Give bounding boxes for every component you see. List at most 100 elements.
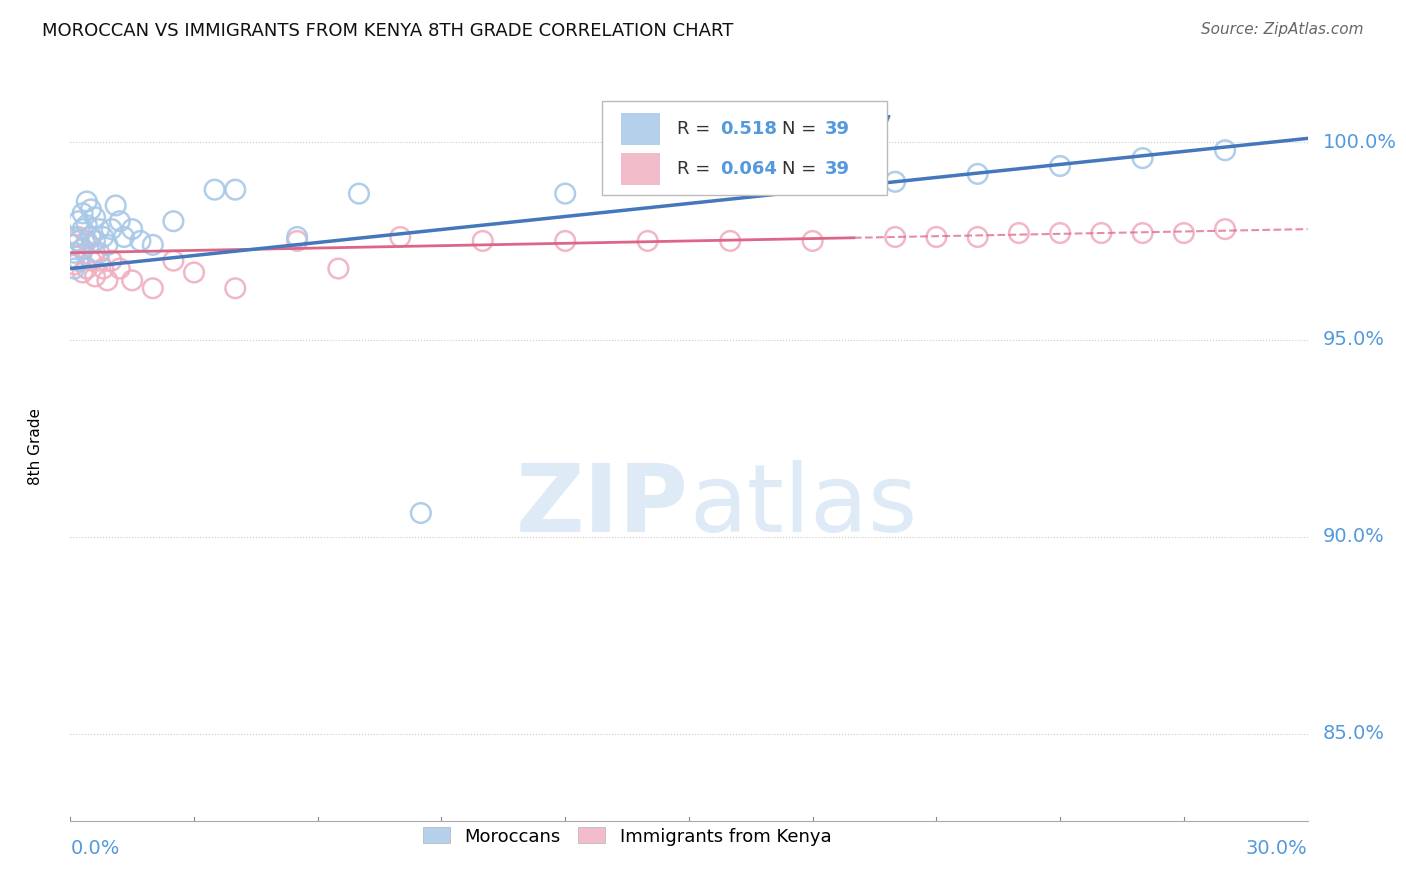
Point [108, 261, 131, 276]
Text: ZIP: ZIP [516, 460, 689, 552]
Text: 39: 39 [825, 160, 851, 178]
Text: 39: 39 [825, 120, 851, 138]
Point [72, 242, 94, 256]
Point [1173, 226, 1195, 240]
Point [1008, 226, 1031, 240]
Text: Source: ZipAtlas.com: Source: ZipAtlas.com [1201, 22, 1364, 37]
Point [347, 186, 370, 201]
Point [204, 183, 226, 197]
Point [162, 253, 184, 268]
Point [89, 245, 111, 260]
Point [884, 175, 907, 189]
Point [1049, 226, 1071, 240]
Point [112, 230, 135, 244]
Point [63, 245, 86, 260]
Point [72, 222, 94, 236]
Point [637, 234, 659, 248]
Point [718, 234, 741, 248]
Point [884, 230, 907, 244]
FancyBboxPatch shape [602, 102, 887, 195]
Legend: Moroccans, Immigrants from Kenya: Moroccans, Immigrants from Kenya [415, 820, 839, 853]
Point [1213, 222, 1236, 236]
Point [100, 222, 122, 236]
Point [554, 186, 576, 201]
Text: atlas: atlas [689, 460, 917, 552]
Text: N =: N = [782, 120, 821, 138]
Point [84, 234, 107, 248]
Text: 0.518: 0.518 [720, 120, 778, 138]
Point [1213, 143, 1236, 157]
Point [80, 253, 103, 268]
Point [80, 230, 103, 244]
Point [76, 234, 98, 248]
Bar [621, 113, 661, 145]
Point [76, 218, 98, 232]
Point [409, 506, 432, 520]
Point [121, 273, 143, 287]
Point [471, 234, 494, 248]
Point [67, 214, 90, 228]
Point [121, 222, 143, 236]
Point [84, 245, 107, 260]
Point [554, 234, 576, 248]
Point [1049, 159, 1071, 173]
Point [84, 211, 107, 225]
Text: 90.0%: 90.0% [1323, 527, 1384, 546]
Point [72, 265, 94, 279]
Point [63, 230, 86, 244]
Point [966, 167, 988, 181]
Point [63, 238, 86, 252]
Point [104, 198, 127, 212]
Text: R =: R = [676, 120, 716, 138]
Point [389, 230, 412, 244]
Text: 0.0%: 0.0% [70, 839, 120, 858]
Text: MOROCCAN VS IMMIGRANTS FROM KENYA 8TH GRADE CORRELATION CHART: MOROCCAN VS IMMIGRANTS FROM KENYA 8TH GR… [42, 22, 734, 40]
Point [67, 234, 90, 248]
Text: 30.0%: 30.0% [1246, 839, 1308, 858]
Point [67, 230, 90, 244]
Point [925, 230, 948, 244]
Point [966, 230, 988, 244]
Text: 100.0%: 100.0% [1323, 133, 1396, 152]
Point [183, 265, 205, 279]
Point [80, 230, 103, 244]
Point [285, 234, 308, 248]
Point [780, 175, 803, 189]
Point [84, 269, 107, 284]
Point [67, 253, 90, 268]
Point [91, 261, 114, 276]
Point [63, 258, 86, 272]
Point [1090, 226, 1112, 240]
Point [129, 234, 152, 248]
Point [80, 202, 103, 217]
Text: 0.064: 0.064 [720, 160, 776, 178]
Bar [621, 153, 661, 185]
Text: 95.0%: 95.0% [1323, 330, 1385, 349]
Text: 85.0%: 85.0% [1323, 724, 1385, 743]
Point [89, 253, 111, 268]
Point [224, 281, 246, 295]
Point [72, 206, 94, 220]
Point [91, 230, 114, 244]
Point [96, 273, 118, 287]
Point [96, 238, 118, 252]
Point [72, 242, 94, 256]
Point [1132, 226, 1154, 240]
Point [162, 214, 184, 228]
Text: R =: R = [676, 160, 716, 178]
Point [801, 234, 824, 248]
Text: 8th Grade: 8th Grade [28, 408, 44, 484]
Point [108, 214, 131, 228]
Point [328, 261, 350, 276]
Point [63, 261, 86, 276]
Point [76, 194, 98, 209]
Point [142, 238, 165, 252]
Point [224, 183, 246, 197]
Point [76, 261, 98, 276]
Point [67, 253, 90, 268]
Point [100, 253, 122, 268]
Point [285, 230, 308, 244]
Point [142, 281, 165, 295]
Text: N =: N = [782, 160, 821, 178]
Point [89, 222, 111, 236]
